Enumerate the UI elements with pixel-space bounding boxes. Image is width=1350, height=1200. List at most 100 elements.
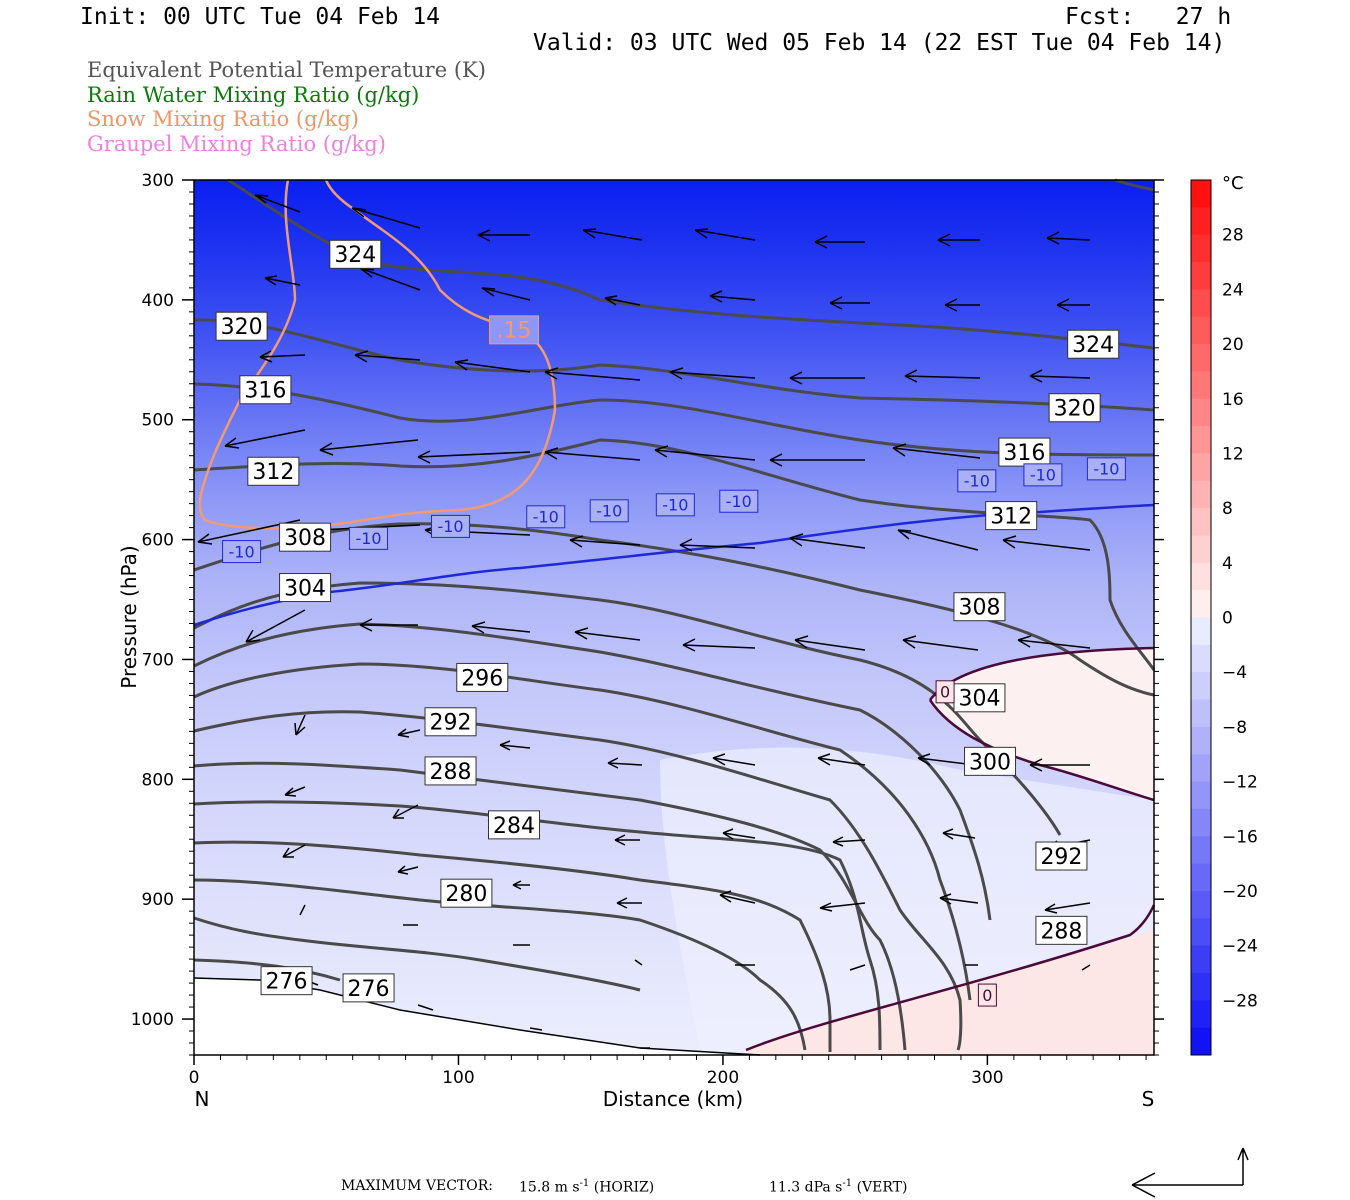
theta-e-label-box <box>998 437 1051 467</box>
x-axis-left-end: N <box>195 1087 210 1111</box>
x-tick-label: 100 <box>442 1068 474 1088</box>
theta-e-label-box <box>1035 841 1088 871</box>
colorbar-label: −12 <box>1222 773 1258 793</box>
theta-e-label: 312 <box>985 501 1038 531</box>
temperature-label-box <box>1023 463 1063 487</box>
colorbar-segment <box>1191 945 1211 974</box>
colorbar-segment <box>1191 1000 1211 1029</box>
temperature-label: -10 <box>655 493 695 517</box>
temperature-label-text: -10 <box>437 517 463 536</box>
theta-e-label: 292 <box>1035 841 1088 871</box>
colorbar-segment <box>1191 371 1211 400</box>
colorbar-label: −8 <box>1222 718 1247 738</box>
colorbar-segment <box>1191 808 1211 837</box>
temperature-label-box <box>935 680 955 704</box>
isotherm-zero-surface <box>745 904 1156 1052</box>
colorbar-label: 8 <box>1222 499 1233 519</box>
colorbar-segment <box>1191 426 1211 454</box>
theta-e-label-text: 320 <box>1054 397 1096 422</box>
theta-e-label: 300 <box>964 746 1017 776</box>
theta-e-label: 292 <box>424 707 477 737</box>
colorbar-segment <box>1191 398 1211 427</box>
temperature-label-text: -10 <box>355 529 381 548</box>
theta-e-label-text: 292 <box>1040 845 1082 870</box>
theta-e-label: 312 <box>247 456 300 486</box>
title-rain-water: Rain Water Mixing Ratio (g/kg) <box>87 83 420 107</box>
plot-frame <box>193 179 1155 1056</box>
colorbar-label: 20 <box>1222 335 1244 355</box>
snow-label: .15 <box>489 315 539 345</box>
theta-e-label-text: 288 <box>1040 919 1082 944</box>
temperature-label-box <box>589 499 629 523</box>
theta-e-label-text: 324 <box>334 243 376 268</box>
colorbar-label: 12 <box>1222 444 1244 464</box>
colorbar-unit: °C <box>1222 173 1244 194</box>
theta-e-label-text: 324 <box>1072 333 1114 358</box>
colorbar-segment <box>1191 508 1211 536</box>
temperature-label: -10 <box>431 514 471 538</box>
temperature-labels: -10 -10 -10 -10 -10 -10 -10 -10 -10 -10 0 0 <box>222 457 1126 1007</box>
theta-e-label-text: 296 <box>461 666 503 691</box>
colorbar-segment <box>1191 562 1211 591</box>
max-vector-horiz: 15.8 m s-1 (HORIZ) <box>519 1178 655 1196</box>
x-tick-label: 200 <box>707 1068 739 1088</box>
colorbar-segment <box>1191 207 1211 236</box>
x-axis: 0 100 200 300 <box>189 1055 1147 1088</box>
x-tick-label: 300 <box>971 1068 1003 1088</box>
temperature-label: -10 <box>349 526 389 550</box>
y-tick-label: 600 <box>142 531 174 551</box>
colorbar-label: 16 <box>1222 390 1244 410</box>
theta-e-label-text: 304 <box>958 687 1000 712</box>
theta-e-label-box <box>953 683 1006 713</box>
theta-e-label-box <box>279 573 332 603</box>
forecast-hour: Fcst: 27 h <box>1065 4 1232 30</box>
colorbar-label: −24 <box>1222 937 1258 957</box>
theta-e-label-text: 276 <box>266 970 308 995</box>
temperature-label: -10 <box>1086 457 1126 481</box>
colorbar-segment <box>1191 1027 1211 1056</box>
theta-e-label-box <box>488 810 540 840</box>
theta-e-label-box <box>239 375 292 405</box>
valid-time: Valid: 03 UTC Wed 05 Feb 14 (22 EST Tue … <box>533 30 1226 56</box>
theta-e-label-text: 308 <box>284 526 326 551</box>
colorbar-label: −16 <box>1222 827 1258 847</box>
colorbar-segment <box>1191 617 1211 646</box>
temperature-label-box <box>431 514 471 538</box>
colorbar-label: −4 <box>1222 663 1247 683</box>
snow-label-box <box>489 315 539 345</box>
colorbar-segment <box>1191 918 1211 947</box>
theta-e-label-box <box>329 239 382 269</box>
snow-label-text: .15 <box>497 319 532 344</box>
y-tick-label: 500 <box>142 411 174 431</box>
temperature-label-box <box>222 540 262 564</box>
temperature-label-text: -10 <box>1093 460 1119 479</box>
theta-e-labels: 324 320 316 312 308 304 296 292 288 284 280 276 276 3… <box>215 239 1120 1003</box>
terrain <box>194 978 760 1055</box>
max-vector-vert: 11.3 dPa s-1 (VERT) <box>769 1178 908 1196</box>
x-axis-right-end: S <box>1142 1087 1155 1111</box>
temperature-label: -10 <box>1023 463 1063 487</box>
y-tick-label: 400 <box>142 291 174 311</box>
title-snow: Snow Mixing Ratio (g/kg) <box>87 107 359 131</box>
temperature-label-text: 0 <box>982 986 992 1005</box>
colorbar-label: −20 <box>1222 882 1258 902</box>
theta-e-label-box <box>279 522 332 552</box>
theta-e-label: 316 <box>239 375 292 405</box>
title-theta-e: Equivalent Potential Temperature (K) <box>87 58 486 82</box>
y-tick-label: 700 <box>142 650 174 670</box>
temperature-label-box <box>957 469 997 493</box>
temperature-label-text: -10 <box>726 492 752 511</box>
theta-e-label-text: 312 <box>990 505 1032 530</box>
theta-e-label-box <box>215 311 268 341</box>
temperature-label-text: 0 <box>940 683 950 702</box>
theta-e-label: 320 <box>1048 393 1101 423</box>
colorbar-segment <box>1191 972 1211 1001</box>
colorbar-segment <box>1191 836 1211 865</box>
theta-e-label-text: 308 <box>958 596 1000 621</box>
colorbar-segment <box>1191 644 1211 673</box>
theta-e-label: 316 <box>998 437 1051 467</box>
colorbar-segment <box>1191 234 1211 263</box>
colorbar-segment <box>1191 316 1211 345</box>
theta-e-label-box <box>247 456 300 486</box>
temperature-label: 0 <box>935 680 955 704</box>
